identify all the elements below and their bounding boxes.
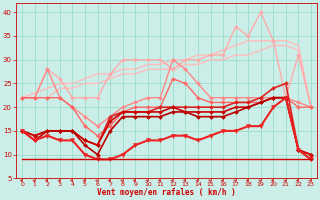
X-axis label: Vent moyen/en rafales ( km/h ): Vent moyen/en rafales ( km/h )	[97, 188, 236, 197]
